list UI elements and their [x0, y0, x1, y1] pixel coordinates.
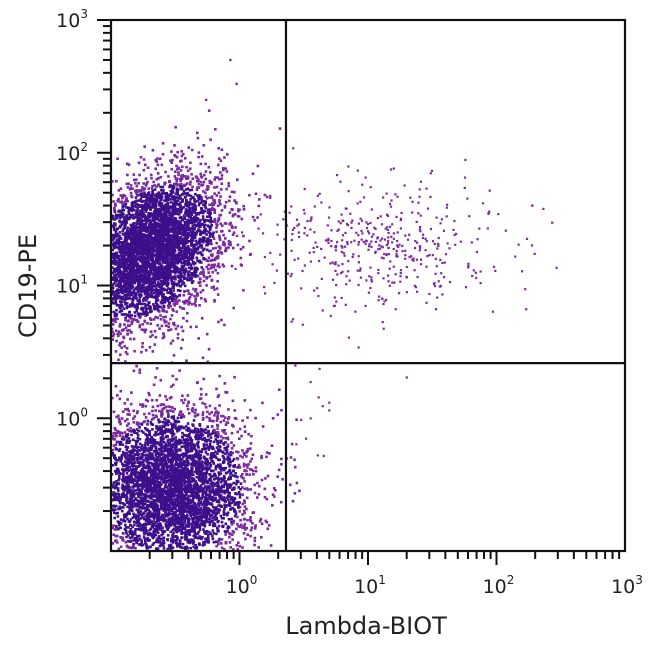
event-dots — [110, 58, 558, 551]
y-tick-label: 100 — [56, 405, 88, 430]
quadrant-gates — [111, 20, 625, 551]
x-tick-label: 101 — [354, 573, 386, 598]
x-axis-title: Lambda-BIOT — [285, 612, 447, 640]
x-axis-ticks: 100 101 102 103 — [148, 551, 643, 598]
x-tick-label: 102 — [483, 573, 515, 598]
y-tick-label: 101 — [56, 273, 88, 298]
x-tick-label: 103 — [611, 573, 643, 598]
y-axis-ticks: 100 101 102 103 — [56, 7, 111, 513]
x-tick-label: 100 — [226, 573, 258, 598]
y-axis-title: CD19-PE — [14, 234, 42, 338]
y-tick-label: 102 — [56, 140, 88, 165]
y-tick-label: 103 — [56, 7, 88, 32]
